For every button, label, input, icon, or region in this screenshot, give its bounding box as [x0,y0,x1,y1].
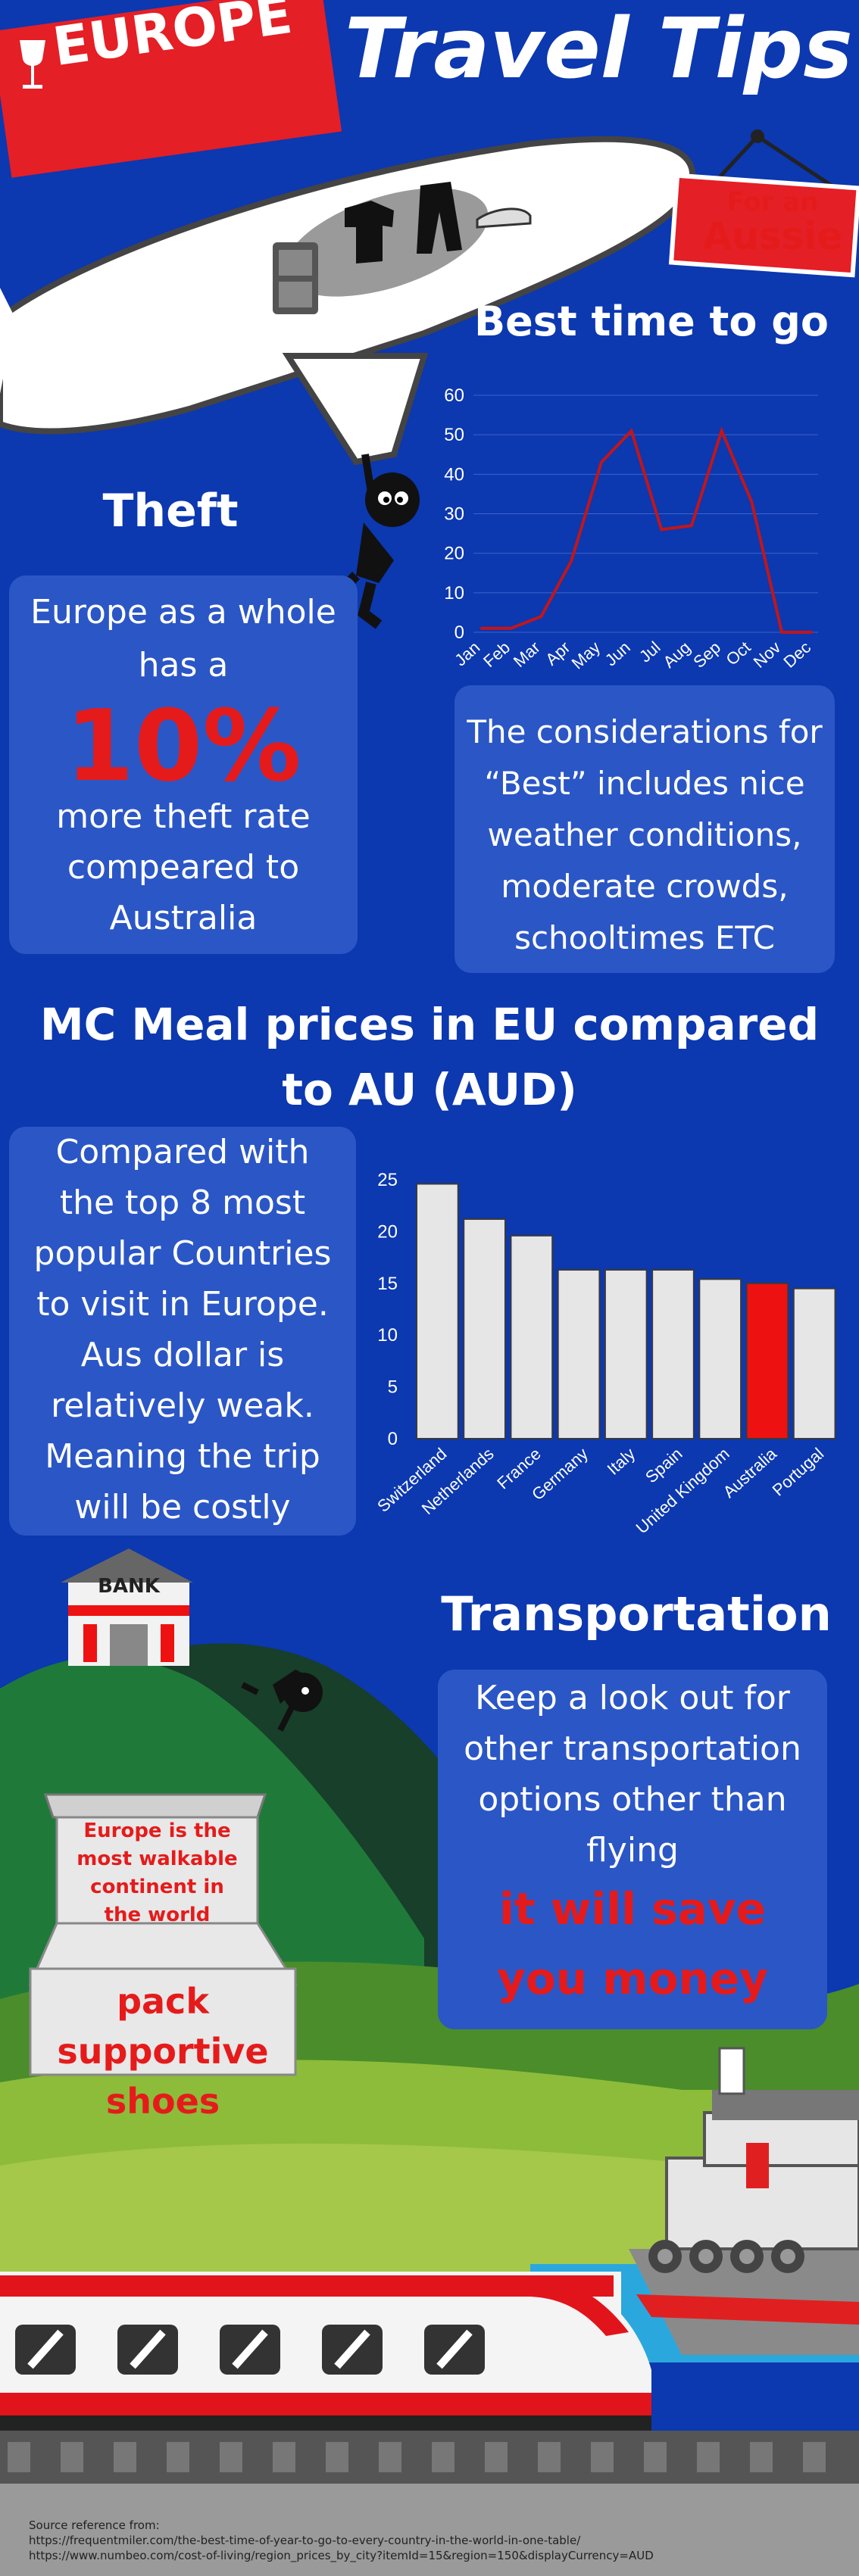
data-point [479,627,483,630]
data-point [630,429,633,432]
y-tick-label: 30 [444,504,464,525]
sign-line-2: Aussie [702,214,843,258]
x-tick-label: Dec [779,638,814,672]
data-point [720,429,723,432]
x-tick-label: Nov [750,638,785,672]
y-tick-label: 5 [388,1377,398,1398]
data-point [600,461,603,464]
x-tick-label: Oct [723,638,754,669]
source-link-2[interactable]: https://www.numbeo.com/cost-of-living/re… [29,2549,654,2562]
train-illustration [0,2272,651,2431]
page-title: Travel Tips [345,0,853,97]
x-tick-label: Sep [689,638,724,672]
bank-illustration [61,1548,193,1666]
data-point [660,528,663,531]
x-tick-label: Australia [720,1444,781,1502]
data-point [750,501,753,504]
data-point [539,615,542,618]
x-tick-label: Apr [542,638,573,669]
theft-heading: Theft [102,485,239,538]
y-tick-label: 25 [377,1170,398,1190]
y-tick-label: 60 [444,385,464,406]
y-tick-label: 50 [444,425,464,445]
best-time-heading: Best time to go [473,298,829,345]
best-time-note-card: The considerations for “Best” includes n… [454,685,835,973]
sign-line-1: For an [726,187,819,217]
bank-label: BANK [98,1575,160,1598]
meal-price-bar-chart: 0510152025SwitzerlandNetherlandsFranceGe… [373,1170,836,1537]
x-tick-label: Jun [601,638,634,669]
bar [463,1218,506,1439]
data-point [811,631,814,634]
hanging-sign [668,129,859,278]
meal-heading: MC Meal prices in EU compared to AU (AUD… [39,999,820,1115]
y-tick-label: 40 [444,464,464,485]
y-tick-label: 15 [377,1274,398,1294]
ferry-illustration [629,2047,859,2355]
data-point [690,524,693,527]
theft-line-1: Europe as a whole has a [30,593,336,685]
y-tick-label: 0 [388,1429,398,1449]
y-tick-label: 10 [444,583,464,603]
source-link-1[interactable]: https://frequentmiler.com/the-best-time-… [29,2534,581,2547]
theft-card: Europe as a whole has a 10% more theft r… [9,575,358,954]
y-tick-label: 20 [444,544,464,564]
shoe-box-illustration [28,1793,298,2076]
data-point [780,631,783,634]
transport-highlight: it will save you money [497,1883,768,2004]
bar [651,1269,695,1439]
y-tick-label: 0 [454,622,464,643]
transport-card: Keep a look out for other transportation… [438,1670,827,2029]
sources-title: Source reference from: [29,2518,160,2532]
airplane-illustration [0,136,695,466]
x-tick-label: Portugal [769,1444,828,1499]
wine-glass-icon [0,0,342,178]
x-tick-label: Mar [510,638,544,671]
meal-text-card: Compared with the top 8 most popular Cou… [9,1127,356,1536]
x-tick-label: Jul [636,638,664,666]
bar [416,1183,459,1440]
bar [557,1269,601,1439]
bar [510,1234,554,1439]
transport-text: Keep a look out for other transportation… [464,1679,801,1870]
transport-heading: Transportation [441,1586,832,1642]
data-point [570,560,573,563]
bar [698,1278,742,1439]
wine-glass-glyph [14,36,52,89]
shoes-tip: pack supportive shoes [57,1981,269,2122]
bar [604,1269,648,1439]
data-point [510,627,513,630]
theft-percent: 10% [65,688,301,803]
thief-running-illustration [241,1670,323,1732]
meal-text: Compared with the top 8 most popular Cou… [33,1133,332,1527]
series-line [481,426,812,634]
y-tick-label: 20 [377,1221,398,1242]
walkable-box-text: Europe is the most walkable continent in… [77,1820,238,1926]
x-tick-label: Aug [659,638,694,672]
best-time-note: The considerations for “Best” includes n… [467,713,823,956]
theft-line-2: more theft rate compeared to Australia [56,797,311,937]
x-tick-label: Feb [479,638,514,671]
y-tick-label: 10 [377,1325,398,1346]
bar-highlight [745,1282,789,1439]
bar [792,1287,836,1439]
x-tick-label: Italy [604,1444,639,1479]
sources-footer: Source reference from: https://frequentm… [29,2518,654,2563]
x-tick-label: May [568,638,604,672]
